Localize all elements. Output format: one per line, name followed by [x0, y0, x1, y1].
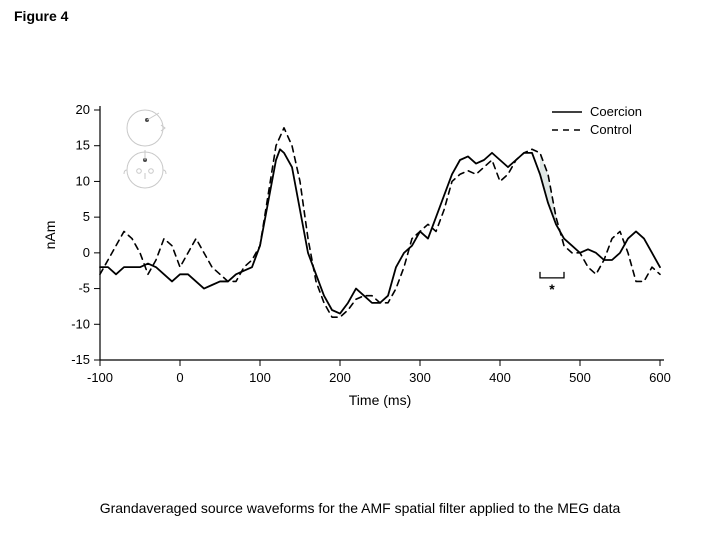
svg-text:600: 600	[649, 370, 671, 385]
svg-text:Coercion: Coercion	[590, 104, 642, 119]
svg-text:100: 100	[249, 370, 271, 385]
svg-text:-10: -10	[71, 316, 90, 331]
svg-text:-100: -100	[87, 370, 113, 385]
svg-text:nAm: nAm	[42, 221, 58, 250]
svg-text:0: 0	[176, 370, 183, 385]
svg-text:20: 20	[76, 102, 90, 117]
svg-text:5: 5	[83, 209, 90, 224]
svg-text:15: 15	[76, 138, 90, 153]
waveform-chart: -15 -10 -5 0 5 10 15 20 -100 0 100 200 300 400 500 600 T…	[35, 95, 685, 435]
figure-caption: Grandaveraged source waveforms for the A…	[0, 500, 720, 516]
svg-text:300: 300	[409, 370, 431, 385]
svg-text:0: 0	[83, 245, 90, 260]
svg-text:*: *	[549, 281, 555, 297]
svg-text:200: 200	[329, 370, 351, 385]
head-diagrams	[124, 110, 166, 188]
svg-text:Control: Control	[590, 122, 632, 137]
svg-text:10: 10	[76, 173, 90, 188]
svg-text:Time (ms): Time (ms)	[349, 392, 411, 408]
chart-svg: -15 -10 -5 0 5 10 15 20 -100 0 100 200 300 400 500 600 T…	[35, 95, 685, 435]
figure-label: Figure 4	[14, 8, 68, 24]
svg-text:-15: -15	[71, 352, 90, 367]
page: { "figure_label": "Figure 4", "caption":…	[0, 0, 720, 540]
svg-text:-5: -5	[78, 281, 90, 296]
svg-text:400: 400	[489, 370, 511, 385]
svg-text:500: 500	[569, 370, 591, 385]
